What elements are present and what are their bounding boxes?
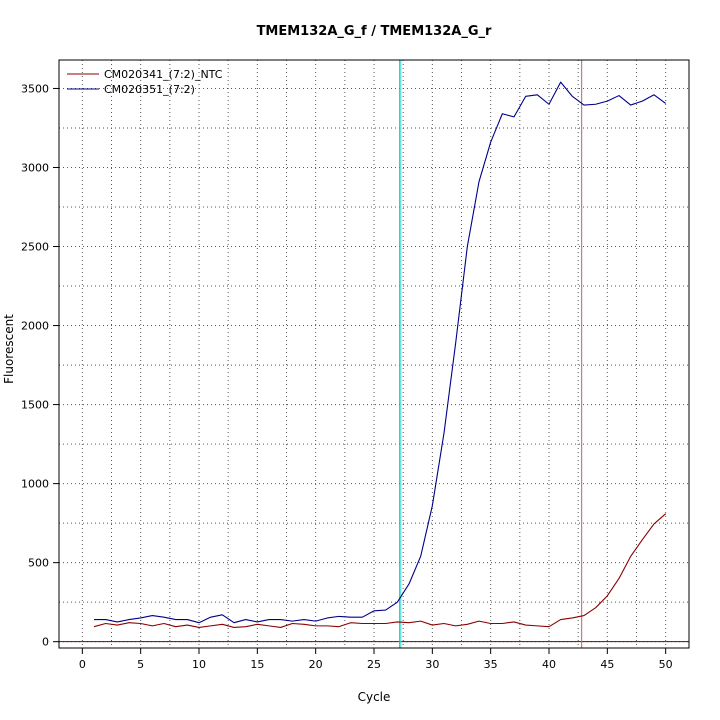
y-tick-label: 1500 <box>21 399 49 412</box>
x-axis-label: Cycle <box>358 690 391 704</box>
y-tick-label: 3500 <box>21 82 49 95</box>
series-line-2 <box>94 81 666 624</box>
x-tick-label: 0 <box>79 658 86 671</box>
x-tick-label: 40 <box>542 658 556 671</box>
x-tick-label: 10 <box>192 658 206 671</box>
axes: 0 5 10 15 20 25 30 35 40 45 5005001000150020002500… <box>21 82 673 671</box>
y-axis-label: Fluorescent <box>2 314 16 384</box>
legend: CM020341_(7:2)_NTC CM020351_(7:2) <box>67 68 223 96</box>
y-tick-label: 2000 <box>21 320 49 333</box>
threshold-lines <box>399 60 583 648</box>
grid <box>59 60 689 648</box>
chart-title: TMEM132A_G_f / TMEM132A_G_r <box>257 24 492 39</box>
legend-label: CM020351_(7:2) <box>104 83 195 96</box>
series-line-1 <box>93 513 667 629</box>
x-tick-label: 20 <box>309 658 323 671</box>
y-tick-label: 1000 <box>21 478 49 491</box>
y-tick-label: 2500 <box>21 241 49 254</box>
legend-label: CM020341_(7:2)_NTC <box>104 68 223 81</box>
x-tick-label: 25 <box>367 658 381 671</box>
y-tick-label: 0 <box>42 636 49 649</box>
x-tick-label: 5 <box>137 658 144 671</box>
series-lines <box>93 81 667 629</box>
y-tick-label: 3000 <box>21 161 49 174</box>
x-tick-label: 50 <box>659 658 673 671</box>
x-tick-label: 45 <box>600 658 614 671</box>
x-tick-label: 30 <box>425 658 439 671</box>
x-tick-label: 15 <box>250 658 264 671</box>
x-tick-label: 35 <box>484 658 498 671</box>
y-tick-label: 500 <box>28 557 49 570</box>
